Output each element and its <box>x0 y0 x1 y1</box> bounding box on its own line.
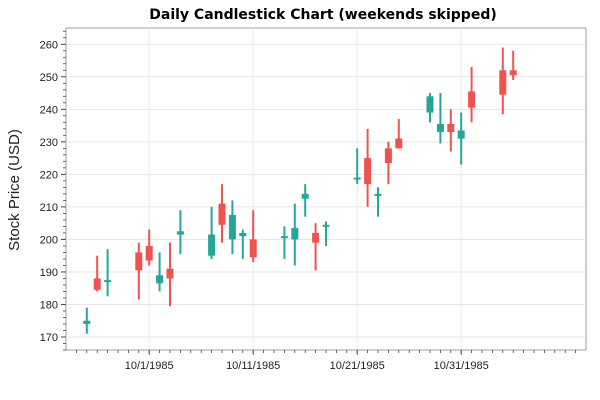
candle <box>374 187 382 217</box>
candle <box>312 223 320 271</box>
candle-body <box>239 232 247 237</box>
candle <box>239 229 247 259</box>
candle <box>436 93 444 144</box>
candle-body <box>145 245 153 261</box>
candle <box>301 184 309 217</box>
candle <box>509 50 517 81</box>
candle-body <box>457 130 465 139</box>
candle-body <box>353 177 361 180</box>
y-tick-label: 190 <box>40 267 58 279</box>
candle <box>457 112 465 165</box>
candle <box>93 255 101 292</box>
candle-body <box>384 148 392 163</box>
candle <box>291 203 299 266</box>
candle <box>145 229 153 266</box>
candle-body <box>312 232 320 243</box>
grid <box>65 27 587 351</box>
candle <box>135 242 143 300</box>
candle <box>426 93 434 123</box>
y-tick-label: 210 <box>40 202 58 214</box>
candle <box>468 67 476 123</box>
x-tick-label: 10/21/1985 <box>330 360 385 372</box>
candle <box>322 221 330 246</box>
y-tick-label: 230 <box>40 137 58 149</box>
candle-body <box>249 239 257 258</box>
candle-body <box>166 268 174 279</box>
y-tick-label: 260 <box>40 39 58 51</box>
candle-body <box>83 320 91 324</box>
candle <box>364 128 372 207</box>
candle-body <box>104 280 112 283</box>
candle <box>447 109 455 152</box>
candle <box>104 249 112 297</box>
candle <box>249 210 257 263</box>
x-tick-label: 10/31/1985 <box>434 360 489 372</box>
y-axis-title: Stock Price (USD) <box>6 129 23 251</box>
candle-body <box>509 70 517 76</box>
candle-body <box>93 278 101 290</box>
candle-body <box>499 70 507 95</box>
candle-body <box>301 193 309 199</box>
candle <box>499 47 507 115</box>
y-tick-label: 180 <box>40 299 58 311</box>
candle-body <box>364 158 372 185</box>
y-tick-label: 240 <box>40 104 58 116</box>
candle-body <box>228 215 236 240</box>
candle-body <box>436 123 444 133</box>
candles <box>83 47 517 334</box>
candle-body <box>208 234 216 256</box>
y-tick-label: 200 <box>40 234 58 246</box>
candle-body <box>468 91 476 108</box>
candle <box>395 119 403 149</box>
x-tick-label: 10/1/1985 <box>125 360 174 372</box>
candle-body <box>280 236 288 239</box>
y-tick-label: 250 <box>40 72 58 84</box>
y-tick-label: 220 <box>40 169 58 181</box>
candle <box>280 226 288 259</box>
axes: 170 180 190 200 210 220 230 240 250 260 10/1/1985 1… <box>40 30 576 372</box>
chart-title: Daily Candlestick Chart (weekends skippe… <box>149 7 496 23</box>
x-tick-label: 10/11/1985 <box>226 360 280 372</box>
candle-body <box>135 252 143 271</box>
candle-body <box>218 203 226 225</box>
candle-body <box>395 138 403 149</box>
candle <box>228 200 236 255</box>
candle <box>218 184 226 243</box>
candle <box>384 141 392 185</box>
candle <box>166 242 174 307</box>
candle <box>176 210 184 255</box>
candle-body <box>291 228 299 240</box>
y-tick-label: 170 <box>40 332 58 344</box>
candle-body <box>322 224 330 227</box>
candle <box>83 307 91 334</box>
candle <box>208 206 216 259</box>
candle <box>156 252 164 292</box>
candle-body <box>426 96 434 113</box>
candle-body <box>176 231 184 235</box>
candle <box>353 148 361 185</box>
candle-body <box>156 275 164 284</box>
candle-body <box>374 193 382 196</box>
candle-body <box>447 123 455 133</box>
